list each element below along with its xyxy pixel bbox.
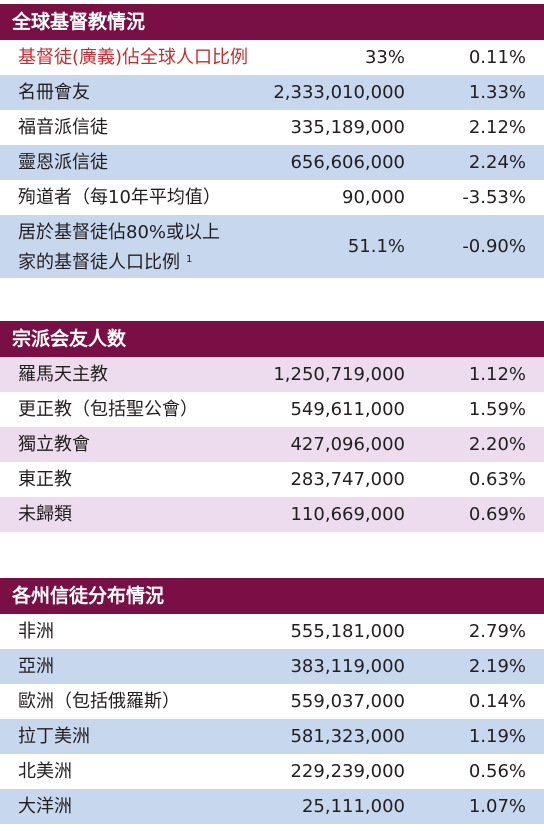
row-rate: 1.19% [468, 726, 526, 747]
row-value: 110,669,000 [290, 504, 405, 525]
row-label-line2: 家的基督徒人口比例 1 [18, 246, 258, 276]
row-label: 非洲 [18, 621, 54, 642]
row-rate: 0.56% [468, 761, 526, 782]
footnote-marker: 1 [186, 254, 193, 265]
row-rate: 1.07% [468, 796, 526, 817]
table-row: 北美洲 229,239,000 0.56% [0, 754, 544, 789]
row-value: 555,181,000 [290, 621, 405, 642]
row-label: 獨立教會 [18, 434, 90, 455]
row-value: 656,606,000 [290, 152, 405, 173]
row-label: 東正教 [18, 469, 72, 490]
row-rate: 0.14% [468, 691, 526, 712]
table-row: 羅馬天主教 1,250,719,000 1.12% [0, 357, 544, 392]
row-value: 283,747,000 [290, 469, 405, 490]
row-label: 更正教（包括聖公會） [18, 399, 198, 420]
table-row: 殉道者（每10年平均值） 90,000 -3.53% [0, 180, 544, 215]
row-rate: 1.33% [468, 82, 526, 103]
row-value: 383,119,000 [290, 656, 405, 677]
row-label: 未歸類 [18, 504, 72, 525]
row-rate: 1.12% [468, 364, 526, 385]
row-rate: 2.79% [468, 621, 526, 642]
row-value: 2,333,010,000 [273, 82, 405, 103]
row-value: 90,000 [342, 187, 405, 208]
table-row: 居於基督徒佔80%或以上 家的基督徒人口比例 1 51.1% -0.90% [0, 215, 544, 278]
row-label: 羅馬天主教 [18, 364, 108, 385]
row-rate: -3.53% [462, 187, 526, 208]
row-label: 北美洲 [18, 761, 72, 782]
table-row: 福音派信徒 335,189,000 2.12% [0, 110, 544, 145]
row-label: 亞洲 [18, 656, 54, 677]
section-title: 宗派会友人数 [0, 321, 544, 357]
row-label-line1: 居於基督徒佔80%或以上 [18, 222, 221, 243]
table-row: 拉丁美洲 581,323,000 1.19% [0, 719, 544, 754]
row-value: 335,189,000 [290, 117, 405, 138]
row-rate: 0.69% [468, 504, 526, 525]
row-value: 33% [364, 47, 405, 68]
row-value: 581,323,000 [290, 726, 405, 747]
denomination-section: 宗派会友人数 羅馬天主教 1,250,719,000 1.12% 更正教（包括聖… [0, 321, 544, 532]
row-label: 福音派信徒 [18, 117, 108, 138]
table-row: 靈恩派信徒 656,606,000 2.24% [0, 145, 544, 180]
row-label: 名冊會友 [18, 82, 90, 103]
table-row: 未歸類 110,669,000 0.69% [0, 497, 544, 532]
table-row: 更正教（包括聖公會） 549,611,000 1.59% [0, 392, 544, 427]
table-row: 大洋洲 25,111,000 1.07% [0, 789, 544, 824]
row-rate: 2.24% [468, 152, 526, 173]
continent-section: 各州信徒分布情況 非洲 555,181,000 2.79% 亞洲 383,119… [0, 578, 544, 824]
row-rate: 0.11% [468, 47, 526, 68]
table-row: 獨立教會 427,096,000 2.20% [0, 427, 544, 462]
table-row: 歐洲（包括俄羅斯） 559,037,000 0.14% [0, 684, 544, 719]
section-title: 各州信徒分布情況 [0, 578, 544, 614]
table-row: 名冊會友 2,333,010,000 1.33% [0, 75, 544, 110]
row-value: 1,250,719,000 [273, 364, 405, 385]
global-christianity-section: 全球基督教情況 基督徒(廣義)佔全球人口比例 33% 0.11% 名冊會友 2,… [0, 4, 544, 278]
row-rate: -0.90% [462, 236, 526, 257]
row-label: 歐洲（包括俄羅斯） [18, 691, 180, 712]
row-value: 229,239,000 [290, 761, 405, 782]
row-value: 549,611,000 [290, 399, 405, 420]
table-row: 東正教 283,747,000 0.63% [0, 462, 544, 497]
row-rate: 0.63% [468, 469, 526, 490]
row-value: 427,096,000 [290, 434, 405, 455]
row-label: 大洋洲 [18, 796, 72, 817]
row-value: 25,111,000 [301, 796, 405, 817]
row-label: 居於基督徒佔80%或以上 家的基督徒人口比例 1 [18, 219, 258, 276]
section-title: 全球基督教情況 [0, 4, 544, 40]
row-rate: 1.59% [468, 399, 526, 420]
table-row: 非洲 555,181,000 2.79% [0, 614, 544, 649]
row-label: 拉丁美洲 [18, 726, 90, 747]
row-label-line2-text: 家的基督徒人口比例 [18, 252, 180, 273]
table-row: 亞洲 383,119,000 2.19% [0, 649, 544, 684]
row-rate: 2.20% [468, 434, 526, 455]
table-row: 基督徒(廣義)佔全球人口比例 33% 0.11% [0, 40, 544, 75]
row-value: 51.1% [347, 236, 405, 257]
row-rate: 2.19% [468, 656, 526, 677]
row-label: 靈恩派信徒 [18, 152, 108, 173]
row-label: 基督徒(廣義)佔全球人口比例 [18, 47, 249, 68]
row-label: 殉道者（每10年平均值） [18, 187, 221, 208]
row-rate: 2.12% [468, 117, 526, 138]
row-value: 559,037,000 [290, 691, 405, 712]
